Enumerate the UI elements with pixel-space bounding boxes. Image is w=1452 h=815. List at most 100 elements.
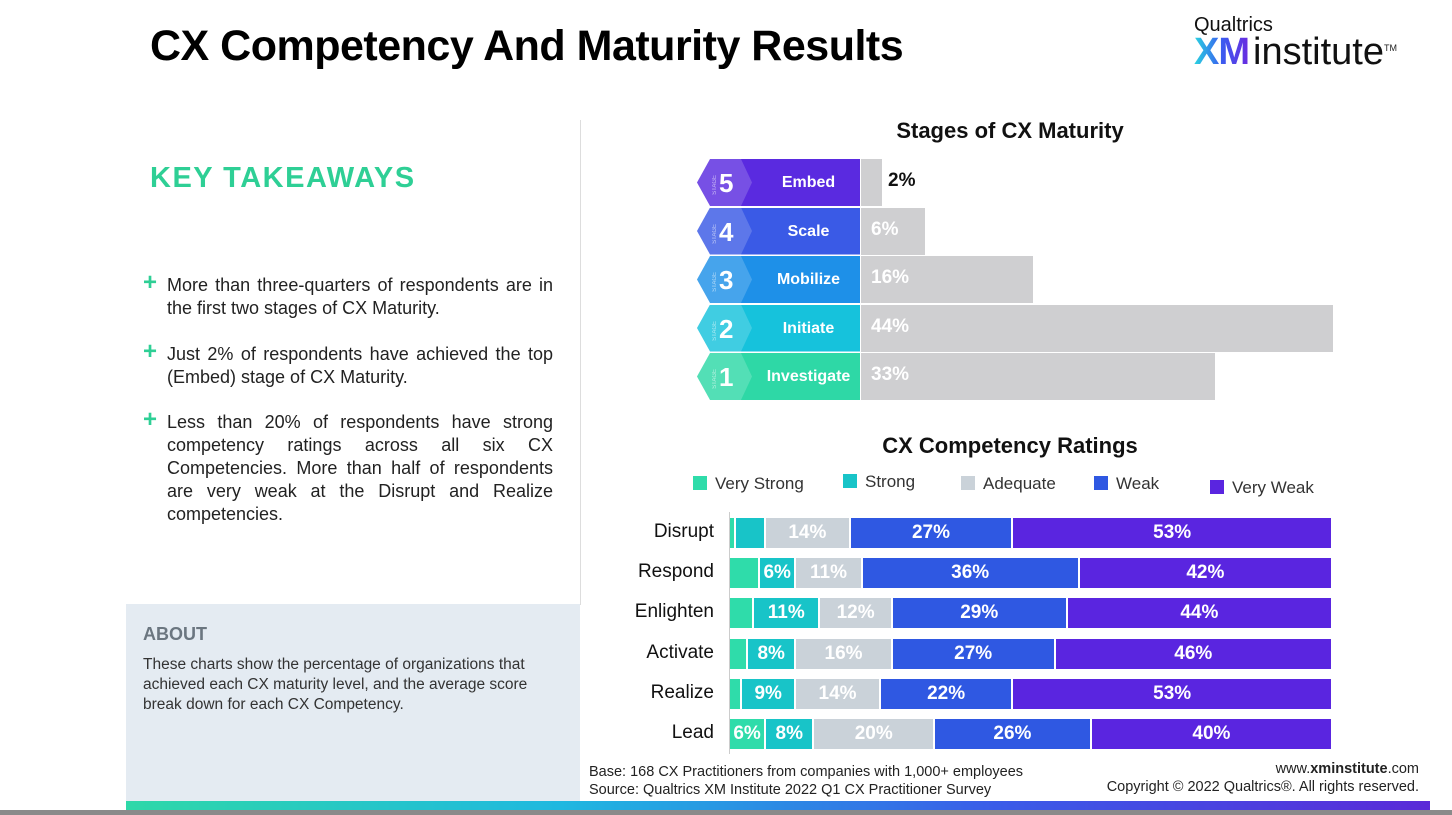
bar-segment-strong: 11%: [754, 598, 821, 629]
legend-label: Adequate: [983, 474, 1056, 493]
legend-swatch: [693, 476, 707, 490]
category-label: Realize: [650, 681, 714, 703]
legend-swatch: [1094, 476, 1108, 490]
stage-value: 6%: [871, 218, 899, 240]
stage-bar: [861, 256, 1033, 303]
legend-item: Very Strong: [693, 474, 804, 494]
stage-chevron: STAGE 2 Initiate: [697, 304, 860, 352]
stage-name: Investigate: [766, 368, 851, 385]
bar-segment-very-weak: 44%: [1067, 598, 1333, 629]
legend-item: Adequate: [961, 474, 1056, 494]
about-box: ABOUT These charts show the percentage o…: [126, 604, 580, 801]
bar-segment-adequate: 14%: [766, 518, 851, 548]
stage-row: STAGE 4 Scale 6%: [697, 207, 1337, 255]
stage-number: 5: [719, 168, 734, 198]
divider: [580, 120, 581, 605]
stage-row: STAGE 2 Initiate 44%: [697, 304, 1337, 352]
bar-segment-very-strong: 6%: [730, 719, 767, 749]
takeaway-item: + Just 2% of respondents have achieved th…: [143, 338, 553, 389]
bar-segment-adequate: 11%: [796, 558, 863, 589]
key-takeaways-heading: KEY TAKEAWAYS: [150, 162, 416, 194]
stage-word: STAGE: [712, 175, 718, 195]
bar-segment-adequate: 16%: [796, 638, 893, 669]
bar-segment-very-weak: 46%: [1055, 638, 1333, 669]
footer-right: www.xminstitute.com Copyright © 2022 Qua…: [1107, 760, 1419, 796]
bar-segment-very-strong: [730, 598, 755, 629]
plus-icon: +: [143, 338, 158, 365]
category-label: Disrupt: [653, 521, 714, 542]
takeaway-text: Just 2% of respondents have achieved the…: [167, 344, 553, 387]
stage-bar: [861, 207, 926, 255]
bar-segment-very-strong: [730, 518, 737, 548]
stage-name: Mobilize: [776, 271, 841, 288]
legend-label: Very Strong: [715, 474, 804, 493]
bar-segment-strong: 6%: [760, 558, 797, 589]
competency-chart-title: CX Competency Ratings: [882, 433, 1138, 458]
stage-value: 33%: [871, 364, 910, 385]
stage-chevron: STAGE 4 Scale: [697, 207, 860, 255]
legend-item: Weak: [1094, 474, 1159, 494]
bar-segment-strong: 9%: [742, 678, 797, 709]
stage-number: 1: [719, 362, 734, 392]
bar-segment-strong: 8%: [766, 719, 815, 749]
bar-segment-very-weak: 53%: [1013, 518, 1333, 548]
logo-institute: institute: [1253, 31, 1384, 73]
legend-label: Very Weak: [1232, 478, 1314, 497]
bar-segment-weak: 29%: [892, 598, 1068, 629]
bar-segment-very-weak: 42%: [1079, 558, 1333, 589]
stage-bar: [861, 159, 883, 206]
axis-line: [729, 512, 730, 754]
footer-source: Base: 168 CX Practitioners from companie…: [589, 763, 1023, 799]
stage-bar: [861, 353, 1215, 400]
legend-swatch: [1210, 480, 1224, 494]
copyright: Copyright © 2022 Qualtrics®. All rights …: [1106, 779, 1419, 795]
takeaway-text: More than three-quarters of respondents …: [167, 275, 553, 318]
source-note: Source: Qualtrics XM Institute 2022 Q1 C…: [589, 782, 992, 798]
stage-number: 2: [719, 313, 734, 344]
base-note: Base: 168 CX Practitioners from companie…: [589, 764, 1024, 780]
logo-xm: XM: [1194, 31, 1250, 73]
stage-word: STAGE: [712, 272, 718, 292]
bar-segment-adequate: 12%: [820, 598, 893, 629]
about-heading: ABOUT: [143, 624, 207, 644]
stage-word: STAGE: [712, 320, 718, 341]
plus-icon: +: [143, 406, 158, 433]
stage-number: 3: [719, 265, 734, 295]
legend-label: Weak: [1116, 474, 1160, 493]
legend-item: Very Weak: [1210, 478, 1314, 498]
maturity-chart-title: Stages of CX Maturity: [896, 118, 1124, 143]
takeaway-item: + More than three-quarters of respondents…: [143, 271, 553, 320]
stage-name: Initiate: [782, 319, 835, 337]
gradient-strip: [126, 801, 1430, 810]
takeaway-item: + Less than 20% of respondents have stron…: [143, 406, 553, 526]
stage-value: 2%: [888, 170, 916, 191]
bar-segment-weak: 27%: [892, 638, 1056, 669]
page-title: CX Competency And Maturity Results: [150, 22, 904, 70]
bar-segment-very-strong: [730, 638, 749, 669]
legend-item: Strong: [843, 472, 915, 492]
legend-swatch: [961, 476, 975, 490]
stage-bar: [861, 304, 1333, 352]
bar-segment-weak: 26%: [935, 719, 1092, 749]
bar-segment-weak: 22%: [880, 678, 1014, 709]
about-text: These charts show the percentage of orga…: [143, 656, 528, 713]
stage-value: 16%: [871, 267, 910, 288]
stage-word: STAGE: [712, 223, 718, 244]
stage-row: STAGE 5 Embed 2%: [697, 159, 1337, 206]
category-label: Enlighten: [634, 601, 714, 623]
stage-number: 4: [719, 216, 734, 247]
logo-tm: TM: [1383, 43, 1397, 53]
legend-swatch: [843, 474, 857, 488]
bar-segment-weak: 27%: [850, 518, 1014, 548]
maturity-chart: STAGE 5 Embed 2% STAGE 4 Scale 6% STAGE 3 Mobili…: [697, 159, 1337, 404]
stage-chevron: STAGE 3 Mobilize: [697, 256, 860, 303]
stage-value: 44%: [871, 315, 910, 337]
xm-institute-logo: Qualtrics XM instituteTM: [1194, 14, 1397, 74]
bottom-bar: [0, 810, 1452, 815]
stage-row: STAGE 3 Mobilize 16%: [697, 256, 1337, 303]
category-label: Activate: [646, 641, 714, 663]
bar-segment-very-weak: 40%: [1091, 719, 1333, 749]
bar-segment-very-strong: [730, 678, 743, 709]
website-link[interactable]: www.xminstitute.com: [1275, 761, 1419, 777]
legend-label: Strong: [865, 472, 916, 491]
